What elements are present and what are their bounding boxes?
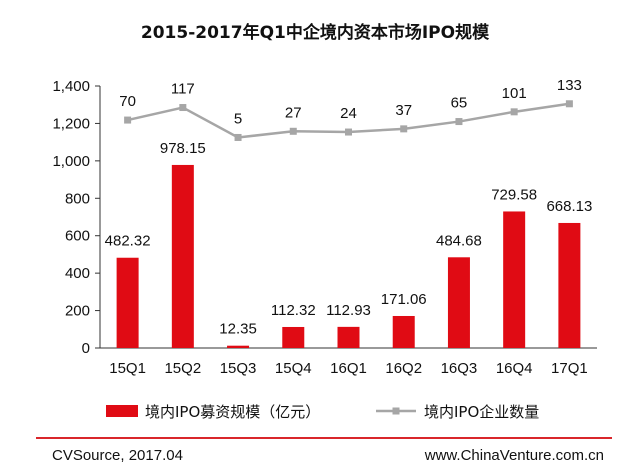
line-marker: [179, 104, 187, 112]
line-marker: [289, 127, 297, 135]
y-tick-label: 400: [65, 265, 90, 282]
line-value-label: 27: [285, 104, 302, 121]
x-tick-label: 16Q3: [441, 360, 478, 377]
legend-swatch-marker: [392, 407, 400, 415]
source-note: CVSource, 2017.04: [52, 447, 183, 464]
bar-value-label: 484.68: [436, 232, 482, 249]
chart-title: 2015-2017年Q1中企境内资本市场IPO规模: [140, 23, 490, 43]
bar: [337, 326, 360, 348]
bar-value-label: 482.32: [105, 233, 151, 250]
line-value-label: 133: [557, 77, 582, 94]
x-tick-label: 15Q4: [275, 360, 312, 377]
bar-value-label: 668.13: [546, 198, 592, 215]
bar: [171, 164, 194, 348]
bar: [227, 345, 250, 348]
footer-divider: [36, 437, 612, 439]
bar-value-label: 112.32: [271, 302, 316, 319]
line-value-label: 65: [451, 95, 468, 112]
x-tick-label: 16Q4: [496, 360, 533, 377]
line-marker: [124, 116, 132, 124]
x-tick-label: 16Q2: [385, 360, 422, 377]
x-tick-label: 17Q1: [551, 360, 588, 377]
y-tick-label: 1,000: [52, 153, 90, 170]
x-tick-label: 16Q1: [330, 360, 367, 377]
website-url: www.ChinaVenture.com.cn: [424, 447, 604, 464]
bar-value-label: 171.06: [381, 291, 427, 308]
y-tick-label: 800: [65, 190, 90, 207]
x-tick-label: 15Q3: [220, 360, 257, 377]
x-tick-label: 15Q2: [164, 360, 201, 377]
x-tick-label: 15Q1: [109, 360, 146, 377]
line-marker: [565, 100, 573, 108]
line-value-label: 37: [395, 102, 412, 119]
bar-value-label: 12.35: [219, 321, 257, 338]
bar: [116, 257, 139, 348]
y-tick-label: 0: [82, 340, 90, 357]
line-value-label: 24: [340, 105, 357, 122]
line-marker: [455, 118, 463, 126]
legend-swatch-bar: [106, 405, 138, 417]
line-value-label: 70: [119, 93, 136, 110]
line-value-label: 117: [171, 81, 195, 98]
y-tick-label: 1,200: [52, 115, 90, 132]
line-marker: [510, 108, 518, 116]
bar: [282, 326, 305, 348]
line-value-label: 101: [502, 85, 527, 102]
bar-value-label: 729.58: [491, 186, 537, 203]
y-tick-label: 600: [65, 228, 90, 245]
line-value-label: 5: [234, 110, 242, 127]
legend-label-bar: 境内IPO募资规模（亿元）: [145, 403, 320, 421]
y-tick-label: 200: [65, 303, 90, 320]
bar-value-label: 112.93: [326, 302, 371, 319]
line-marker: [345, 128, 352, 136]
bar-value-label: 978.15: [160, 140, 206, 157]
legend-label-line: 境内IPO企业数量: [424, 403, 539, 421]
line-marker: [234, 133, 242, 141]
line-marker: [400, 125, 408, 133]
bar: [447, 257, 470, 348]
bar: [503, 211, 526, 348]
bar: [392, 315, 415, 348]
bar: [558, 222, 581, 348]
y-tick-label: 1,400: [52, 78, 90, 95]
